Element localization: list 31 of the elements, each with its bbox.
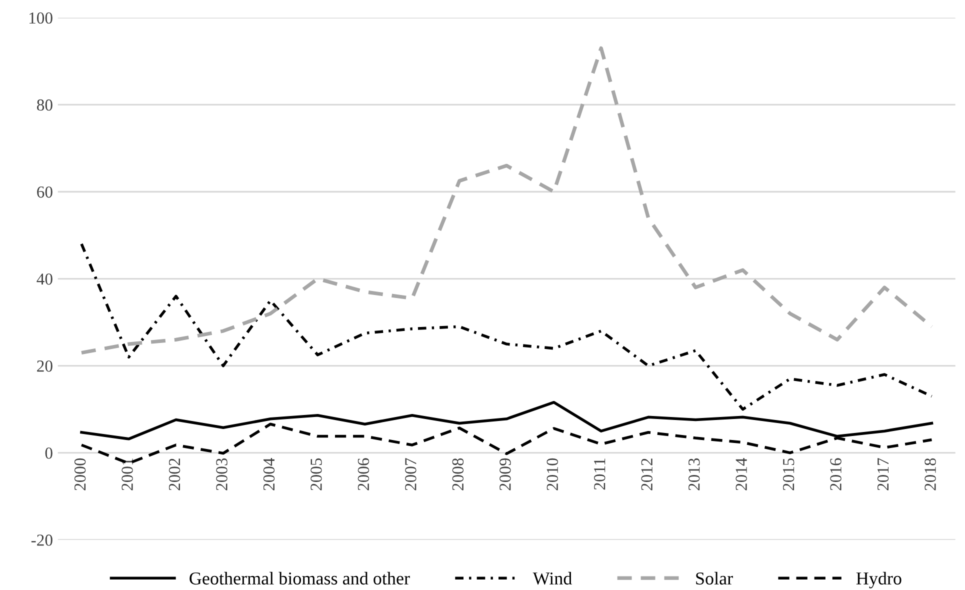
y-tick-label: -20 bbox=[31, 534, 52, 546]
x-tick-label: 2009 bbox=[500, 458, 511, 490]
y-tick-label: 60 bbox=[37, 186, 52, 198]
x-tick-label: 2015 bbox=[782, 458, 794, 490]
x-tick-label: 2003 bbox=[216, 458, 228, 490]
y-tick-label: 0 bbox=[45, 448, 52, 459]
x-tick-label: 2005 bbox=[310, 458, 322, 490]
x-tick-label: 2016 bbox=[830, 458, 842, 490]
x-tick-label: 2014 bbox=[736, 458, 747, 490]
x-tick-label: 2010 bbox=[546, 458, 558, 490]
x-tick-label: 2018 bbox=[924, 458, 936, 490]
y-tick-label: 100 bbox=[30, 12, 52, 24]
x-tick-label: 2006 bbox=[358, 458, 370, 490]
legend-label: Wind bbox=[532, 572, 572, 585]
x-tick-label: 2013 bbox=[688, 458, 700, 490]
x-tick-label: 2000 bbox=[74, 458, 86, 490]
legend-label: Hydro bbox=[856, 572, 902, 588]
legend-label: Solar bbox=[696, 572, 733, 585]
x-tick-label: 2004 bbox=[263, 458, 275, 490]
x-tick-label: 2012 bbox=[641, 458, 652, 490]
x-tick-label: 2007 bbox=[405, 458, 416, 490]
line-series bbox=[80, 46, 934, 355]
x-tick-label: 2008 bbox=[452, 458, 464, 490]
y-tick-label: 80 bbox=[37, 99, 52, 111]
x-tick-label: 2011 bbox=[594, 458, 606, 490]
legend-label: Geothermal biomass and other bbox=[190, 572, 410, 585]
x-tick-label: 2017 bbox=[877, 458, 889, 490]
y-tick-label: 40 bbox=[36, 273, 52, 285]
x-tick-label: 2002 bbox=[168, 458, 180, 490]
y-tick-label: 20 bbox=[37, 360, 52, 372]
line-series bbox=[80, 242, 934, 411]
